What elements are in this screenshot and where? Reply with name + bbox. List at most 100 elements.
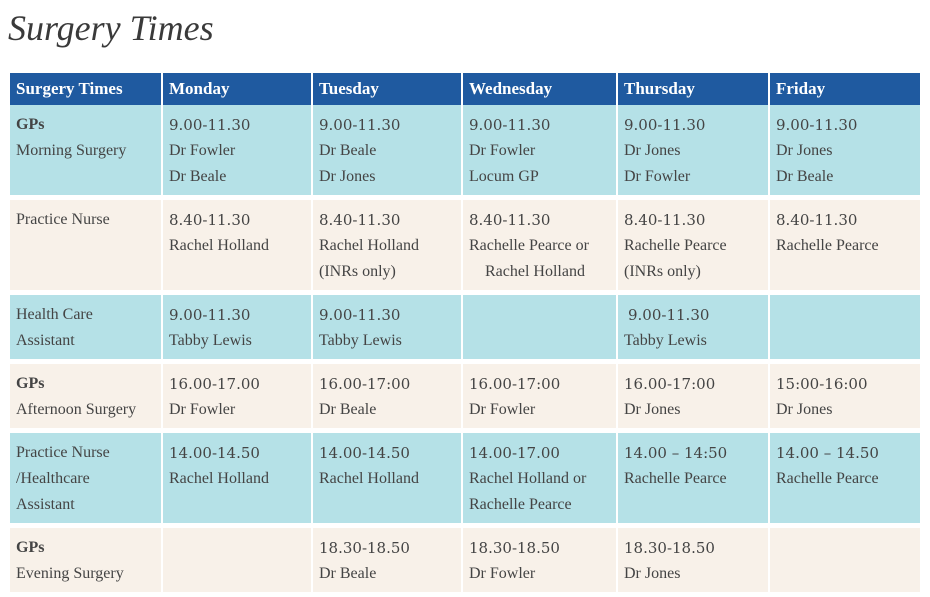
header-thursday: Thursday: [618, 73, 770, 105]
header-tuesday: Tuesday: [313, 73, 463, 105]
staff-name: Dr Beale: [169, 168, 227, 185]
schedule-cell-monday: 14.00-14.50 Rachel Holland: [163, 433, 313, 528]
session-time: 18.30-18.50: [469, 539, 560, 557]
staff-name: Dr Beale: [319, 565, 377, 582]
staff-name: Rachelle Pearce: [776, 470, 879, 487]
role-name: GPs: [16, 116, 45, 133]
staff-name: Rachelle Pearce or: [469, 237, 589, 254]
session-time: 8.40-11.30: [776, 211, 858, 229]
staff-name: Dr Beale: [319, 401, 377, 418]
schedule-cell-wednesday: 16.00-17:00 Dr Fowler: [463, 364, 618, 433]
table-row: GPs Evening Surgery 18.30-18.50 Dr Beale 18.…: [10, 528, 920, 597]
header-surgery-times: Surgery Times: [10, 73, 163, 105]
session-time: 16.00-17:00: [469, 375, 561, 393]
role-cell: Practice Nurse: [10, 200, 163, 295]
staff-name: Dr Jones: [624, 142, 681, 159]
staff-name: Rachel Holland: [319, 470, 419, 487]
staff-name: Tabby Lewis: [624, 332, 707, 349]
session-time: 15:00-16:00: [776, 375, 868, 393]
staff-name: Tabby Lewis: [169, 332, 252, 349]
staff-name: Rachel Holland: [319, 237, 419, 254]
staff-name: Locum GP: [469, 168, 539, 185]
staff-name: Rachelle Pearce: [624, 470, 727, 487]
table-header-row: Surgery Times Monday Tuesday Wednesday T…: [10, 73, 920, 105]
role-name: GPs: [16, 375, 45, 392]
session-time: 9.00-11.30: [319, 306, 401, 324]
schedule-cell-friday: 8.40-11.30 Rachelle Pearce: [770, 200, 920, 295]
staff-name: Rachel Holland: [169, 470, 269, 487]
role-cell: GPs Evening Surgery: [10, 528, 163, 597]
schedule-cell-thursday: 9.00-11.30 Dr Jones Dr Fowler: [618, 105, 770, 200]
session-time: 9.00-11.30: [169, 306, 251, 324]
table-row: GPs Afternoon Surgery 16.00-17.00 Dr Fowler…: [10, 364, 920, 433]
role-cell: Practice Nurse/Healthcare Assistant: [10, 433, 163, 528]
header-monday: Monday: [163, 73, 313, 105]
session-time: 9.00-11.30: [628, 306, 710, 324]
session-time: 16.00-17.00: [169, 375, 260, 393]
schedule-cell-tuesday: 8.40-11.30 Rachel Holland (INRs only): [313, 200, 463, 295]
staff-name: Dr Fowler: [169, 401, 236, 418]
staff-name: Rachelle Pearce: [469, 496, 572, 513]
staff-name: (INRs only): [319, 263, 396, 280]
staff-name: Dr Fowler: [624, 168, 691, 185]
schedule-cell-wednesday: 14.00-17.00 Rachel Holland or Rachelle Pea…: [463, 433, 618, 528]
surgery-times-table: Surgery Times Monday Tuesday Wednesday T…: [10, 73, 920, 597]
schedule-cell-friday: [770, 295, 920, 364]
role-description: Afternoon Surgery: [16, 401, 137, 418]
table-row: Practice Nurse/Healthcare Assistant 14.00-…: [10, 433, 920, 528]
schedule-cell-monday: 8.40-11.30 Rachel Holland: [163, 200, 313, 295]
staff-name: Dr Jones: [624, 565, 681, 582]
session-time: 14.00 – 14:50: [624, 444, 728, 462]
session-time: 9.00-11.30: [319, 116, 401, 134]
schedule-cell-monday: [163, 528, 313, 597]
schedule-cell-friday: [770, 528, 920, 597]
staff-name: Rachelle Pearce: [776, 237, 879, 254]
session-time: 9.00-11.30: [776, 116, 858, 134]
schedule-cell-tuesday: 18.30-18.50 Dr Beale: [313, 528, 463, 597]
session-time: 18.30-18.50: [319, 539, 410, 557]
role-cell: GPs Morning Surgery: [10, 105, 163, 200]
role-description: Morning Surgery: [16, 142, 127, 159]
role-description: Evening Surgery: [16, 565, 124, 582]
staff-name: Dr Fowler: [469, 401, 536, 418]
schedule-cell-tuesday: 14.00-14.50 Rachel Holland: [313, 433, 463, 528]
schedule-cell-wednesday: 18.30-18.50 Dr Fowler: [463, 528, 618, 597]
table-row: Practice Nurse 8.40-11.30 Rachel Holland 8.…: [10, 200, 920, 295]
schedule-cell-friday: 15:00-16:00 Dr Jones: [770, 364, 920, 433]
session-time: 14.00-17.00: [469, 444, 560, 462]
schedule-cell-tuesday: 9.00-11.30 Dr Beale Dr Jones: [313, 105, 463, 200]
schedule-cell-monday: 9.00-11.30 Dr Fowler Dr Beale: [163, 105, 313, 200]
session-time: 18.30-18.50: [624, 539, 715, 557]
session-time: 14.00-14.50: [319, 444, 410, 462]
schedule-cell-monday: 16.00-17.00 Dr Fowler: [163, 364, 313, 433]
session-time: 8.40-11.30: [169, 211, 251, 229]
staff-name: Dr Fowler: [469, 565, 536, 582]
staff-name: Dr Jones: [624, 401, 681, 418]
staff-name: Dr Beale: [776, 168, 834, 185]
schedule-cell-thursday: 9.00-11.30 Tabby Lewis: [618, 295, 770, 364]
schedule-cell-thursday: 14.00 – 14:50 Rachelle Pearce: [618, 433, 770, 528]
schedule-cell-wednesday: 9.00-11.30 Dr Fowler Locum GP: [463, 105, 618, 200]
session-time: 9.00-11.30: [169, 116, 251, 134]
schedule-cell-wednesday: 8.40-11.30 Rachelle Pearce or Rachel Holla…: [463, 200, 618, 295]
header-friday: Friday: [770, 73, 920, 105]
staff-name: (INRs only): [624, 263, 701, 280]
page-title: Surgery Times: [8, 8, 214, 48]
role-cell: GPs Afternoon Surgery: [10, 364, 163, 433]
schedule-cell-thursday: 16.00-17:00 Dr Jones: [618, 364, 770, 433]
staff-name: Dr Beale: [319, 142, 377, 159]
staff-name: Rachelle Pearce: [624, 237, 727, 254]
table-row: GPs Morning Surgery 9.00-11.30 Dr Fowler Dr …: [10, 105, 920, 200]
schedule-cell-friday: 9.00-11.30 Dr Jones Dr Beale: [770, 105, 920, 200]
schedule-cell-wednesday: [463, 295, 618, 364]
session-time: 16.00-17:00: [319, 375, 411, 393]
schedule-cell-monday: 9.00-11.30 Tabby Lewis: [163, 295, 313, 364]
schedule-cell-thursday: 8.40-11.30 Rachelle Pearce (INRs only): [618, 200, 770, 295]
schedule-cell-tuesday: 9.00-11.30 Tabby Lewis: [313, 295, 463, 364]
role-description: Assistant: [16, 332, 75, 349]
role-name: GPs: [16, 539, 45, 556]
role-description: Practice Nurse: [16, 211, 110, 228]
staff-name: Dr Fowler: [469, 142, 536, 159]
schedule-cell-thursday: 18.30-18.50 Dr Jones: [618, 528, 770, 597]
role-description: Practice Nurse: [16, 444, 110, 461]
